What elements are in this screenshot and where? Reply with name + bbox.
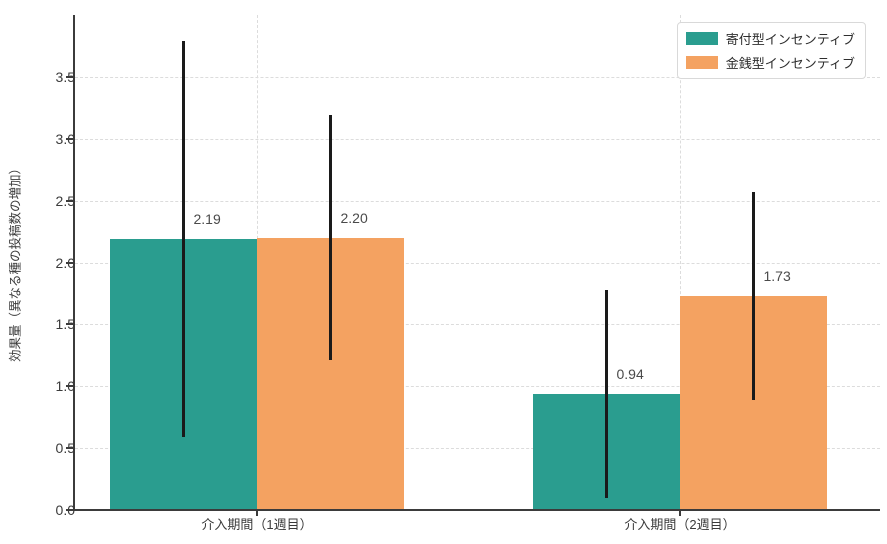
y-tick-label-0.5: 0.5	[55, 440, 75, 457]
x-axis-spine	[73, 509, 880, 511]
y-axis-title: 効果量（異なる種の投稿数の増加）	[8, 161, 23, 363]
error-bar-series1-group2	[605, 289, 608, 498]
gridline-y-2.0	[75, 262, 880, 264]
gridline-x-group2	[680, 15, 681, 510]
y-tick-label-3.5: 3.5	[55, 68, 75, 85]
value-label-series1-group1: 2.19	[193, 210, 221, 227]
y-tick-mark-0.0	[66, 509, 73, 511]
y-tick-mark-3.0	[66, 137, 73, 140]
y-tick-label-1.5: 1.5	[55, 316, 75, 333]
legend-swatch-donation	[685, 32, 718, 45]
legend-label-donation: 寄付型インセンティブ	[725, 32, 855, 47]
legend-item-monetary: 金銭型インセンティブ	[685, 53, 855, 72]
legend: 寄付型インセンティブ 金銭型インセンティブ	[676, 22, 866, 79]
y-tick-mark-1.0	[66, 385, 73, 388]
legend-label-monetary: 金銭型インセンティブ	[725, 56, 855, 71]
gridline-y-0.5	[75, 448, 880, 450]
y-tick-mark-3.5	[66, 75, 73, 78]
gridline-y-3.0	[75, 138, 880, 140]
y-tick-mark-2.5	[66, 199, 73, 202]
y-tick-label-3.0: 3.0	[55, 130, 75, 147]
gridline-y-1.0	[75, 386, 880, 388]
x-tick-mark-group2	[679, 511, 681, 516]
y-tick-label-2.5: 2.5	[55, 192, 75, 209]
y-tick-label-1.0: 1.0	[55, 378, 75, 395]
y-tick-mark-1.5	[66, 323, 73, 326]
y-tick-mark-0.5	[66, 447, 73, 450]
x-tick-label-group2: 介入期間（2週目）	[624, 517, 736, 532]
error-bar-series1-group1	[182, 40, 185, 437]
error-bar-series2-group2	[752, 191, 755, 400]
x-tick-label-group1: 介入期間（1週目）	[201, 517, 313, 532]
value-label-series2-group1: 2.20	[340, 209, 368, 226]
y-tick-mark-2.0	[66, 261, 73, 264]
plot-area: 2.19 0.94 2.20 1.73	[75, 15, 880, 510]
gridline-y-2.5	[75, 200, 880, 202]
value-label-series2-group2: 1.73	[763, 267, 791, 284]
value-label-series1-group2: 0.94	[616, 365, 644, 382]
legend-swatch-monetary	[685, 56, 718, 69]
gridline-y-3.5	[75, 76, 880, 78]
legend-item-donation: 寄付型インセンティブ	[685, 29, 855, 48]
error-bar-series2-group1	[329, 115, 332, 361]
x-tick-mark-group1	[256, 511, 258, 516]
y-tick-label-0.0: 0.0	[55, 502, 75, 518]
gridline-y-1.5	[75, 324, 880, 326]
y-tick-label-2.0: 2.0	[55, 254, 75, 271]
y-axis-spine	[73, 15, 75, 511]
